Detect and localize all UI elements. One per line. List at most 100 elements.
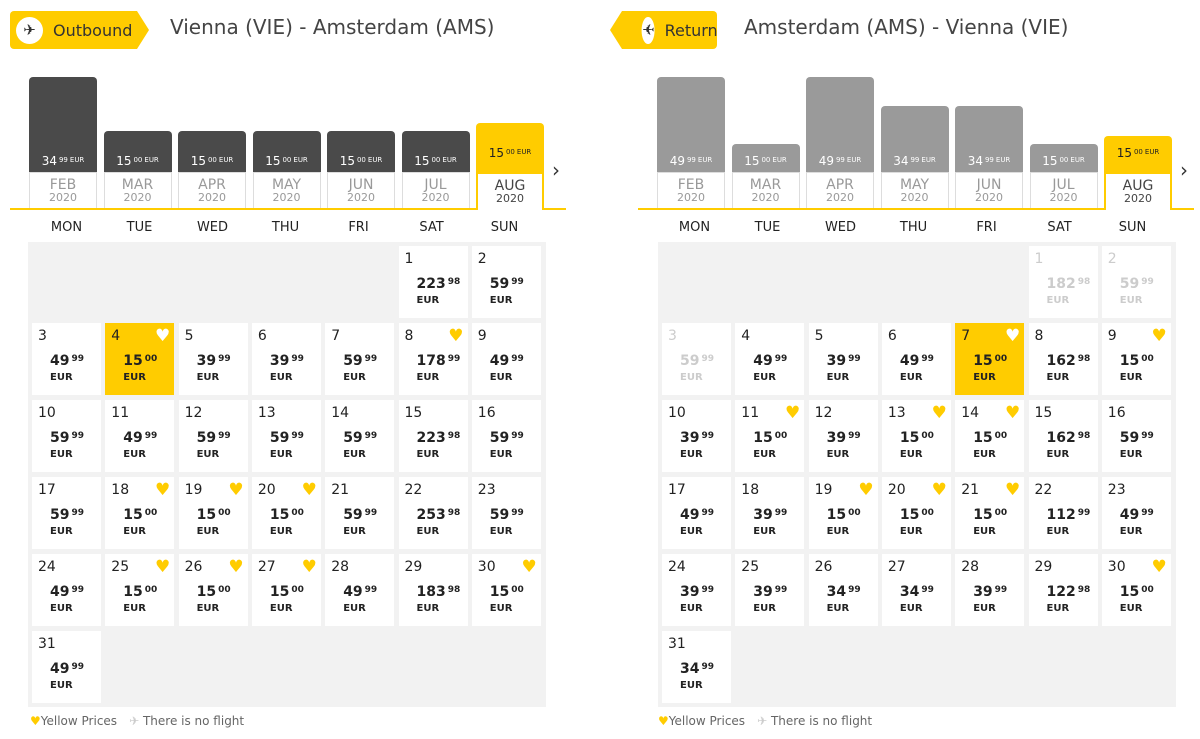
day-cell[interactable]: 18 15 00 EUR ♥ [105,477,175,549]
day-cell[interactable]: 17 49 99 EUR [662,477,731,549]
weekday-sun: SUN [1118,220,1147,235]
currency: EUR [416,526,440,537]
day-cell[interactable]: 18 39 99 EUR [735,477,805,549]
month-price: 49 [818,154,834,168]
day-cell[interactable]: 2 59 99 EUR [1101,246,1171,318]
day-number: 29 [1034,559,1053,575]
price-int: 39 [269,353,290,369]
day-cell[interactable]: 25 15 00 EUR ♥ [105,554,175,626]
day-cell[interactable]: 22 253 98 EUR [398,477,468,549]
day-cell[interactable]: 11 49 99 EUR [105,400,175,472]
day-cell[interactable]: 6 49 99 EUR [881,323,951,395]
price-int: 39 [753,507,773,523]
day-cell[interactable]: 19 15 00 EUR ♥ [178,477,248,549]
day-cell[interactable]: 28 39 99 EUR [955,554,1025,626]
price-decimals: 99 [144,431,158,441]
price-decimals: 99 [364,431,378,441]
day-cell[interactable]: 22 112 99 EUR [1028,477,1098,549]
day-cell[interactable]: 30 15 00 EUR ♥ [1101,554,1171,626]
month-currency: EUR [1144,148,1160,156]
day-number: 18 [111,482,130,498]
day-cell[interactable]: 20 15 00 EUR ♥ [251,477,321,549]
day-number: 30 [1107,559,1126,575]
day-cell[interactable]: 26 15 00 EUR ♥ [178,554,248,626]
day-cell[interactable]: 31 34 99 EUR [662,631,731,703]
day-cell[interactable]: 8 178 99 EUR ♥ [398,323,468,395]
day-cell[interactable]: 3 49 99 EUR [32,323,101,395]
day-cell[interactable]: 25 39 99 EUR [735,554,805,626]
day-cell[interactable]: 19 15 00 EUR ♥ [808,477,878,549]
currency: EUR [899,449,923,460]
day-price: 49 99 [50,584,84,600]
month-price: 34 [893,154,909,168]
day-cell[interactable]: 7 59 99 EUR [325,323,395,395]
day-cell[interactable]: 12 39 99 EUR [808,400,878,472]
day-cell[interactable]: 15 223 98 EUR [398,400,468,472]
day-cell[interactable]: 3 59 99 EUR [662,323,731,395]
price-decimals: 99 [364,354,378,364]
price-int: 59 [196,430,217,446]
day-cell[interactable]: 17 59 99 EUR [32,477,101,549]
day-cell[interactable]: 29 122 98 EUR [1028,554,1098,626]
day-cell[interactable]: 9 15 00 EUR ♥ [1101,323,1171,395]
day-cell[interactable]: 15 162 98 EUR [1028,400,1098,472]
day-number: 19 [814,482,833,498]
currency: EUR [489,295,513,306]
day-cell[interactable]: 28 49 99 EUR [325,554,395,626]
outbound-label: Outbound [53,20,133,40]
currency: EUR [899,372,923,383]
price-int: 15 [196,584,217,600]
day-cell[interactable]: 4 15 00 EUR ♥ [105,323,175,395]
day-cell[interactable]: 9 49 99 EUR [471,323,541,395]
day-cell[interactable]: 21 15 00 EUR ♥ [955,477,1025,549]
day-cell[interactable]: 16 59 99 EUR [1101,400,1171,472]
day-price: 49 99 [50,353,84,369]
day-cell[interactable]: 1 182 98 EUR [1028,246,1098,318]
price-decimals: 99 [774,508,788,518]
day-cell[interactable]: 2 59 99 EUR [471,246,541,318]
day-cell[interactable]: 16 59 99 EUR [471,400,541,472]
price-decimals: 99 [511,354,524,364]
day-cell[interactable]: 5 39 99 EUR [178,323,248,395]
day-cell[interactable]: 23 49 99 EUR [1101,477,1171,549]
next-month-chevron-icon[interactable]: › [552,158,560,182]
day-cell[interactable]: 23 59 99 EUR [471,477,541,549]
next-month-chevron-icon[interactable]: › [1180,158,1188,182]
day-cell[interactable]: 12 59 99 EUR [178,400,248,472]
day-cell[interactable]: 14 59 99 EUR [325,400,395,472]
day-cell[interactable]: 29 183 98 EUR [398,554,468,626]
day-cell[interactable]: 5 39 99 EUR [808,323,878,395]
day-cell[interactable]: 26 34 99 EUR [808,554,878,626]
day-cell[interactable]: 8 162 98 EUR [1028,323,1098,395]
month-price: 15 [265,154,281,168]
day-number: 24 [668,559,686,575]
day-number: 5 [814,328,824,344]
day-cell[interactable]: 27 34 99 EUR [881,554,951,626]
day-price: 39 99 [753,584,787,600]
day-cell[interactable]: 4 49 99 EUR [735,323,805,395]
day-cell[interactable]: 13 15 00 EUR ♥ [881,400,951,472]
day-cell[interactable]: 7 15 00 EUR ♥ [955,323,1025,395]
day-cell[interactable]: 30 15 00 EUR ♥ [471,554,541,626]
day-price: 15 00 [270,584,304,600]
day-cell[interactable]: 31 49 99 EUR [32,631,101,703]
day-price: 112 99 [1047,507,1091,523]
day-number: 13 [887,405,906,421]
day-cell[interactable]: 20 15 00 EUR ♥ [881,477,951,549]
month-price: 15 [116,154,132,168]
day-cell[interactable]: 1 223 98 EUR [398,246,468,318]
price-int: 59 [489,507,510,523]
day-cell[interactable]: 24 39 99 EUR [662,554,731,626]
day-cell[interactable]: 13 59 99 EUR [251,400,321,472]
day-cell[interactable]: 6 39 99 EUR [251,323,321,395]
day-cell[interactable]: 27 15 00 EUR ♥ [251,554,321,626]
day-cell[interactable]: 21 59 99 EUR [325,477,395,549]
day-cell[interactable]: 11 15 00 EUR ♥ [735,400,805,472]
day-cell[interactable]: 10 59 99 EUR [32,400,101,472]
month-price: 15 [488,146,504,160]
month-year: 2020 [1124,192,1152,205]
day-cell[interactable]: 24 49 99 EUR [32,554,101,626]
day-cell[interactable]: 10 39 99 EUR [662,400,731,472]
month-price-decimals: 00 [505,148,515,156]
day-cell[interactable]: 14 15 00 EUR ♥ [955,400,1025,472]
